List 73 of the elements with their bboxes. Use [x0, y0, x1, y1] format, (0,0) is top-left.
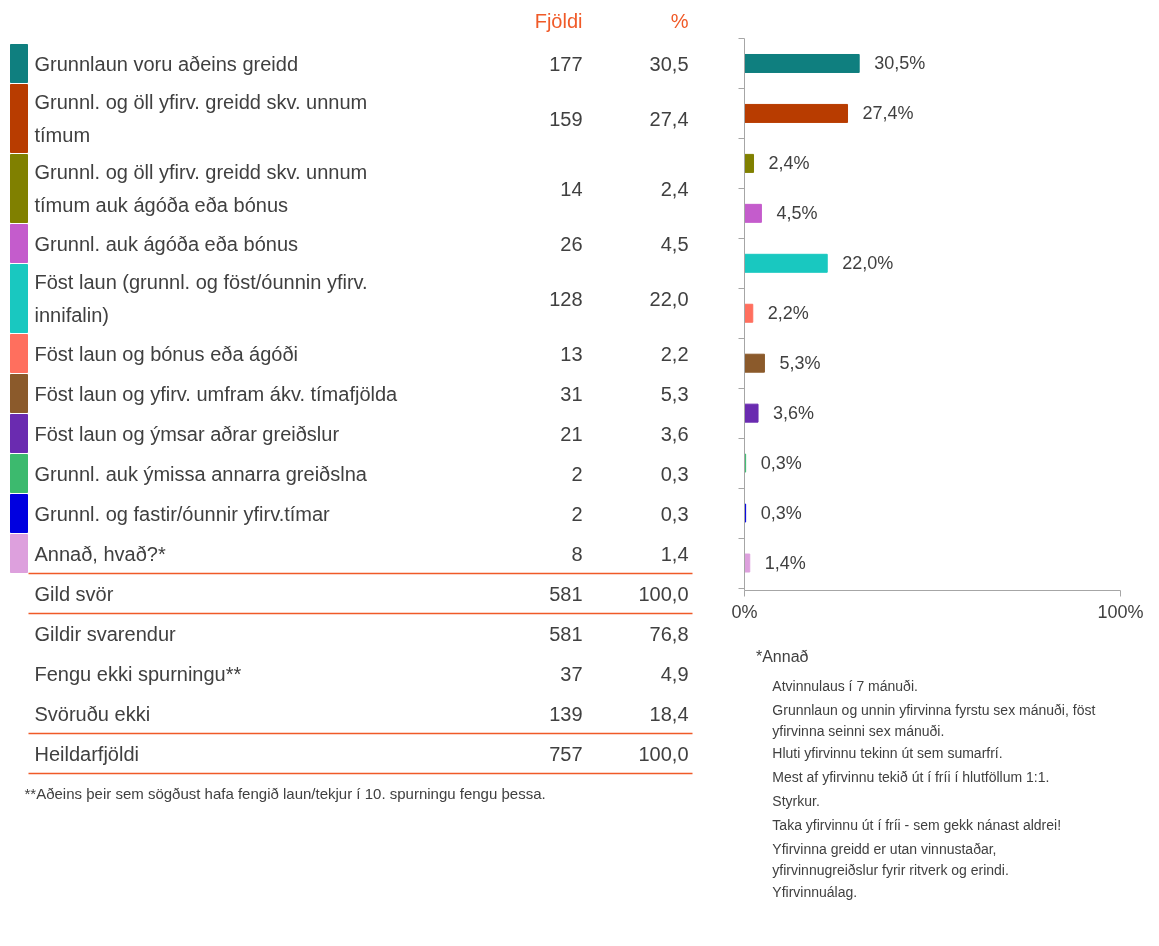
text: Yfirvinna greidd er utan vinnustaðar, yfirvinnugreiðslur fyrir ritverk og erindi. [772, 840, 1009, 879]
data-label: 27,4% [862, 103, 914, 124]
data-label: 8 [571, 542, 583, 565]
data-label: 1,4 [660, 542, 689, 565]
category-label: Föst laun og yfirv. umfram ákv. tímafjölda [34, 382, 399, 405]
data-label: 128 [549, 287, 583, 310]
data-label: 5,3% [779, 353, 821, 374]
data-label: 2 [571, 502, 583, 525]
data-label: 3,6% [773, 403, 815, 424]
category-label: Grunnl. og öll yfirv. greidd skv. unnum tímum [34, 91, 368, 146]
data-label: 2,4% [768, 153, 810, 174]
text: % [670, 9, 689, 32]
data-label: 2 [571, 462, 583, 485]
data-label: 18,4 [649, 702, 689, 725]
data-label: 4,5% [776, 203, 818, 224]
data-label: 4,9 [660, 662, 689, 685]
text: Grunnlaun og unnin yfirvinna fyrstu sex mánuði, föst yfirvinna seinni sex mánuði. [772, 701, 1096, 740]
category-label: Fengu ekki spurningu** [34, 662, 242, 685]
category-label: Grunnl. auk ýmissa annarra greiðslna [34, 462, 368, 485]
category-label: Gildir svarendur [34, 622, 176, 645]
data-label: 30,5 [649, 52, 689, 75]
category-label: Grunnl. og fastir/óunnir yfirv.tímar [34, 502, 331, 525]
data-label: 177 [549, 52, 583, 75]
text: Yfirvinnuálag. [772, 883, 858, 900]
data-label: 27,4 [649, 107, 689, 130]
category-label: Grunnl. og öll yfirv. greidd skv. unnum tímum auk ágóða eða bónus [34, 161, 368, 216]
category-label: Grunnl. auk ágóða eða bónus [34, 232, 299, 255]
data-label: 21 [560, 422, 583, 445]
text: *Annað [755, 648, 809, 665]
data-label: 37 [560, 662, 583, 685]
category-label: Grunnlaun voru aðeins greidd [34, 52, 299, 75]
category-label: Annað, hvað?* [34, 542, 166, 565]
data-label: 100,0 [638, 742, 689, 765]
data-label: 4,5 [660, 232, 689, 255]
data-label: 30,5% [874, 53, 926, 74]
category-label: Gild svör [34, 582, 114, 605]
data-label: 22,0% [842, 253, 894, 274]
data-label: 581 [549, 582, 583, 605]
data-label: 2,4 [660, 177, 689, 200]
text: Styrkur. [772, 792, 820, 809]
category-label: Föst laun (grunnl. og föst/óunnin yfirv. innifalin) [34, 271, 368, 326]
category-label: Svöruðu ekki [34, 702, 151, 725]
category-label: Heildarfjöldi [34, 742, 139, 765]
data-label: 3,6 [660, 422, 689, 445]
data-label: 2,2% [767, 303, 809, 324]
data-label: 139 [549, 702, 583, 725]
data-label: 1,4% [764, 553, 806, 574]
text: Atvinnulaus í 7 mánuði. [772, 677, 918, 694]
data-label: 0,3% [760, 503, 802, 524]
data-label: 757 [549, 742, 583, 765]
data-label: 13 [560, 342, 583, 365]
data-label: 26 [560, 232, 583, 255]
data-label: 0,3% [760, 453, 802, 474]
data-label: 5,3 [660, 382, 689, 405]
text: Taka yfirvinnu út í fríi - sem gekk nánast aldrei! [772, 816, 1062, 833]
data-label: 22,0 [649, 287, 689, 310]
text: Mest af yfirvinnu tekið út í fríi í hlutföllum 1:1. [772, 768, 1050, 785]
data-label: 76,8 [649, 622, 689, 645]
data-label: 159 [549, 107, 583, 130]
text: Hluti yfirvinnu tekinn út sem sumarfrí. [772, 744, 1003, 761]
text: Fjöldi [534, 9, 583, 32]
data-label: 581 [549, 622, 583, 645]
x-tick-label: 100% [1097, 601, 1144, 622]
data-label: 0,3 [660, 462, 689, 485]
category-label: Föst laun og bónus eða ágóði [34, 342, 299, 365]
data-label: 2,2 [660, 342, 689, 365]
text: **Aðeins þeir sem sögðust hafa fengið laun/tekjur í 10. spurningu fengu þessa. [24, 785, 546, 802]
data-label: 100,0 [638, 582, 689, 605]
data-label: 0,3 [660, 502, 689, 525]
x-tick-label: 0% [731, 601, 758, 622]
category-label: Föst laun og ýmsar aðrar greiðslur [34, 422, 340, 445]
data-label: 14 [560, 177, 583, 200]
data-label: 31 [560, 382, 583, 405]
